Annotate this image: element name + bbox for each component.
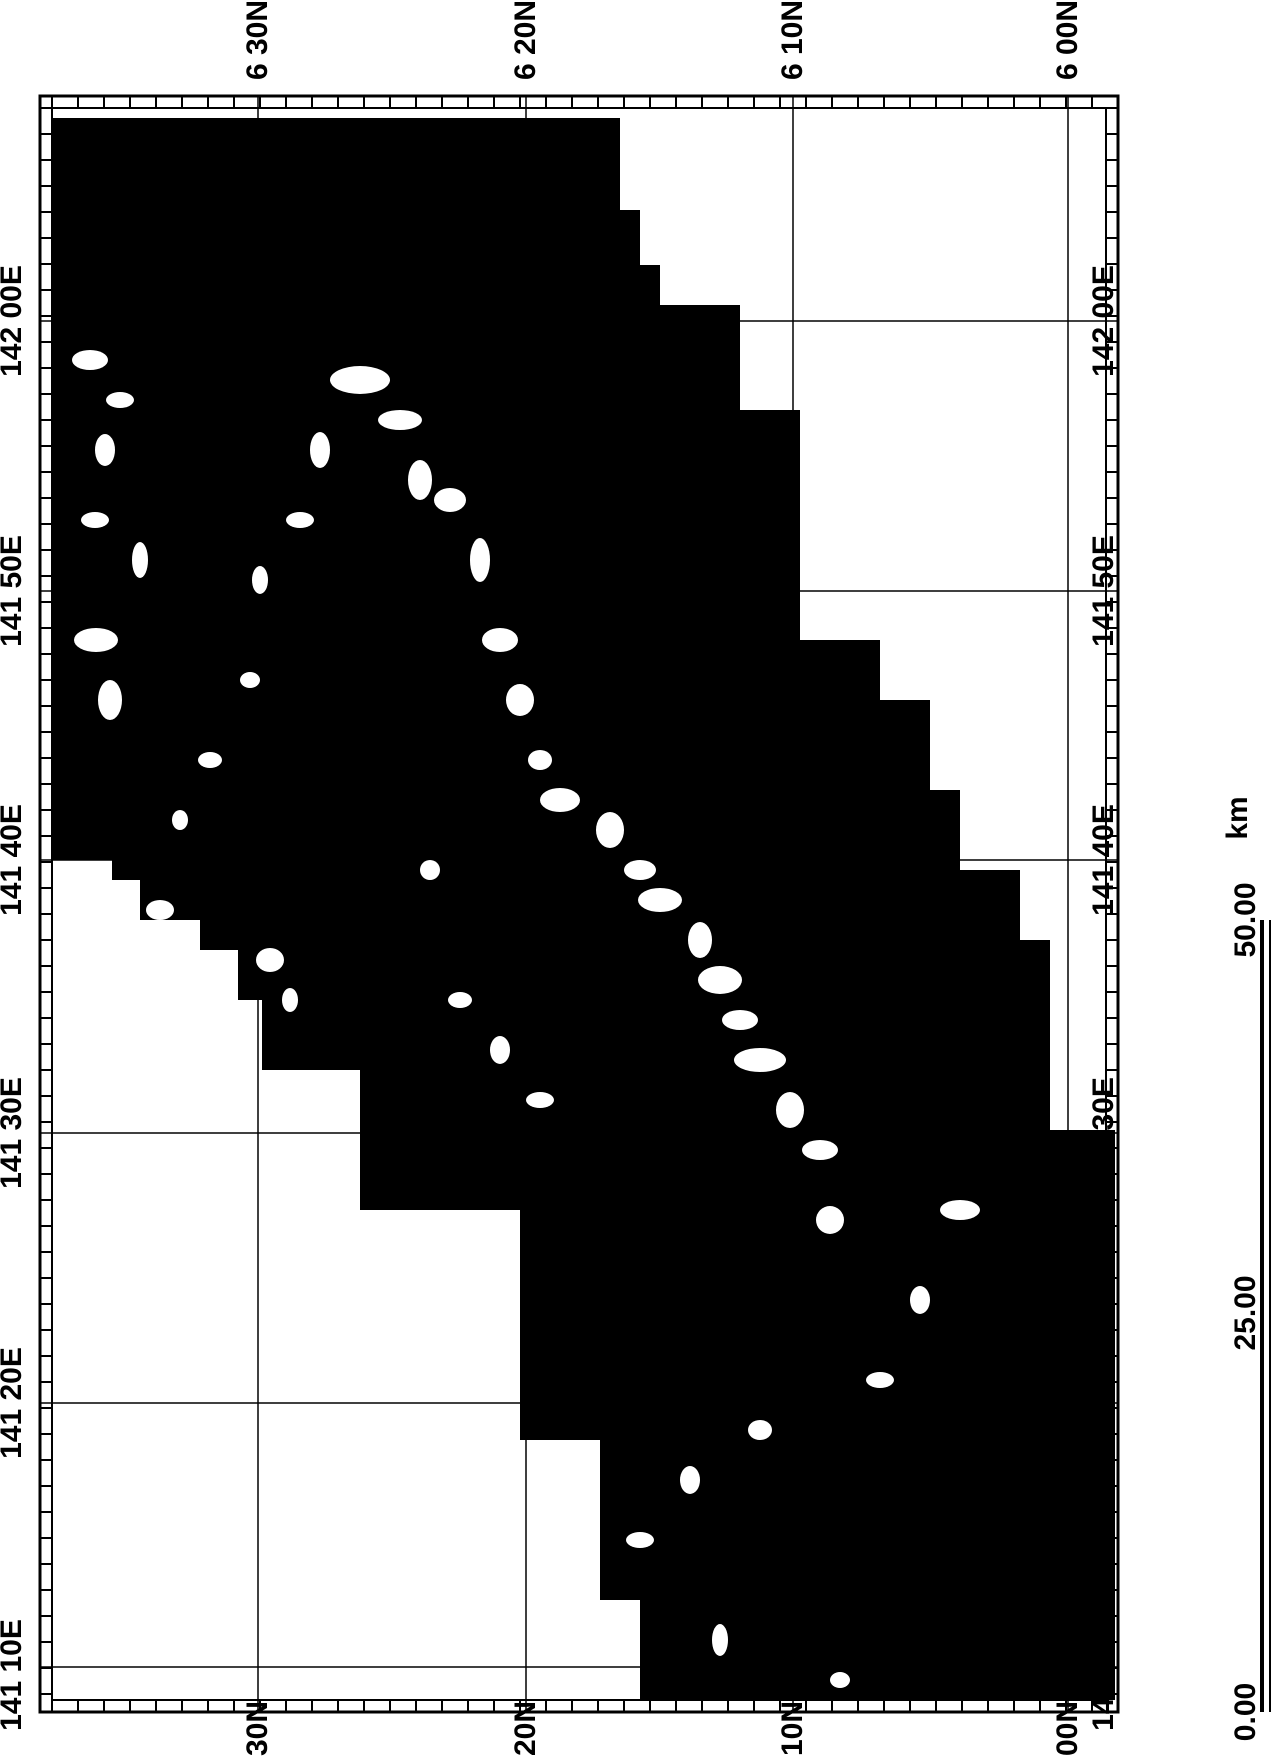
scale-label-0: 0.00 — [1229, 1682, 1262, 1742]
outer-border — [38, 94, 1120, 1714]
bright-feature — [240, 672, 260, 688]
bright-feature — [378, 410, 422, 430]
bright-feature — [172, 810, 188, 830]
bright-feature — [470, 538, 490, 582]
bright-feature — [256, 948, 284, 972]
map-frame — [38, 94, 1120, 1714]
bright-feature — [910, 1286, 930, 1314]
lat-label-left-6-20: 6 20N — [509, 1700, 542, 1764]
scale-unit: km — [1221, 796, 1254, 840]
bright-feature — [282, 988, 298, 1012]
lon-label-top-141-50: 141 50E — [0, 535, 28, 647]
bright-feature — [506, 684, 534, 716]
bright-feature — [482, 628, 518, 652]
bright-feature — [81, 512, 109, 528]
bright-feature — [106, 392, 134, 408]
lat-label-right-6-00: 6 00N — [1051, 0, 1084, 81]
bright-feature — [310, 432, 330, 468]
bright-feature — [596, 812, 624, 848]
image-strip — [52, 780, 60, 860]
bright-feature — [698, 966, 742, 994]
bright-feature — [72, 350, 108, 370]
bright-feature — [408, 460, 432, 500]
lat-label-right-6-20: 6 20N — [509, 0, 542, 81]
bright-feature — [146, 900, 174, 920]
lon-label-bottom-141-20: 141 20E — [1087, 1347, 1120, 1459]
bright-feature — [528, 750, 552, 770]
bright-feature — [734, 1048, 786, 1072]
bright-feature — [132, 542, 148, 578]
bright-feature — [198, 752, 222, 768]
bright-feature — [940, 1200, 980, 1220]
bright-feature — [830, 1672, 850, 1688]
bright-features — [72, 350, 980, 1688]
lon-label-bottom-141-40: 141 40E — [1087, 804, 1120, 916]
radar-image-mosaic — [52, 118, 1115, 1700]
bright-feature — [252, 566, 268, 594]
bright-feature — [638, 888, 682, 912]
scale-label-25: 25.00 — [1229, 1275, 1262, 1351]
bright-feature — [680, 1466, 700, 1494]
bright-feature — [540, 788, 580, 812]
bright-feature — [688, 922, 712, 958]
bright-feature — [165, 927, 185, 943]
bright-feature — [330, 366, 390, 394]
bright-feature — [712, 1624, 728, 1656]
lat-label-right-6-10: 6 10N — [776, 0, 809, 81]
bright-feature — [626, 1532, 654, 1548]
bright-feature — [420, 860, 440, 880]
bright-feature — [722, 1010, 758, 1030]
lon-label-bottom-141-10: 141 10E — [1087, 1619, 1120, 1731]
lat-label-right-6-30: 6 30N — [241, 0, 274, 81]
lat-label-left-6-00: 6 00N — [1051, 1700, 1084, 1764]
bright-feature — [748, 1420, 772, 1440]
bright-feature — [866, 1372, 894, 1388]
bright-feature — [448, 992, 472, 1008]
lon-label-bottom-141-30: 141 30E — [1087, 1077, 1120, 1189]
bright-feature — [526, 1092, 554, 1108]
image-strip — [52, 118, 1115, 1700]
bright-feature — [550, 1570, 570, 1590]
lon-label-top-141-10: 141 10E — [0, 1619, 28, 1731]
bright-feature — [490, 1036, 510, 1064]
lon-label-top-141-40: 141 40E — [0, 804, 28, 916]
bright-feature — [95, 434, 115, 466]
bright-feature — [434, 488, 466, 512]
lat-label-left-6-30: 6 30N — [241, 1700, 274, 1764]
scale-bar — [1260, 920, 1271, 1712]
lon-label-bottom-141-50: 141 50E — [1087, 535, 1120, 647]
bright-feature — [816, 1206, 844, 1234]
scale-label-50: 50.00 — [1229, 882, 1262, 958]
bright-feature — [776, 1092, 804, 1128]
bright-feature — [802, 1140, 838, 1160]
lon-label-top-141-30: 141 30E — [0, 1077, 28, 1189]
bright-feature — [74, 628, 118, 652]
bright-feature — [286, 512, 314, 528]
lat-label-left-6-10: 6 10N — [776, 1700, 809, 1764]
bright-feature — [624, 860, 656, 880]
lon-label-top-141-20: 141 20E — [0, 1347, 28, 1459]
lon-label-top-142-00: 142 00E — [0, 265, 28, 377]
inner-border — [51, 107, 1107, 1701]
bright-feature — [98, 680, 122, 720]
lon-label-bottom-142-00: 142 00E — [1087, 265, 1120, 377]
